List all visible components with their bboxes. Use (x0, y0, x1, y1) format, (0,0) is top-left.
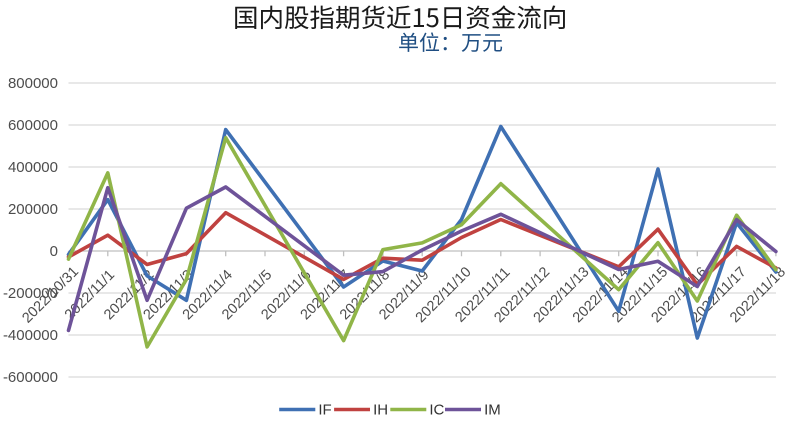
svg-text:200000: 200000 (8, 201, 58, 218)
svg-text:-600000: -600000 (3, 369, 58, 386)
svg-text:-200000: -200000 (3, 285, 58, 302)
svg-text:IH: IH (373, 402, 388, 419)
svg-text:IF: IF (318, 402, 331, 419)
svg-text:0: 0 (50, 243, 58, 260)
svg-text:IC: IC (429, 402, 444, 419)
svg-text:600000: 600000 (8, 117, 58, 134)
svg-text:IM: IM (484, 402, 501, 419)
svg-text:400000: 400000 (8, 159, 58, 176)
svg-text:-400000: -400000 (3, 327, 58, 344)
svg-text:800000: 800000 (8, 75, 58, 92)
